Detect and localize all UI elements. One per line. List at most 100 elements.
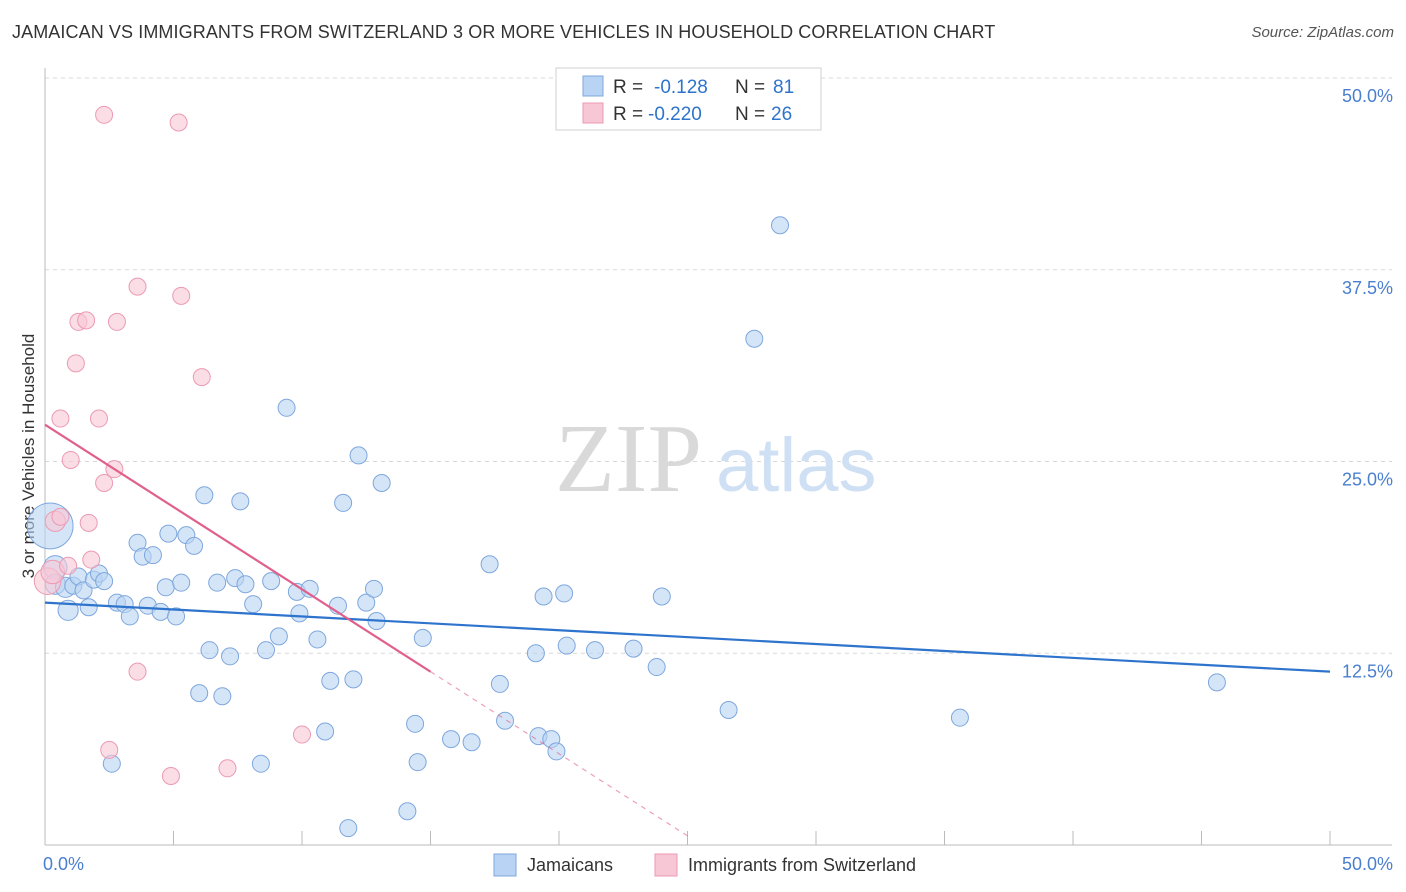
- jamaican-point-53: [357, 593, 376, 612]
- jamaican-point-74: [624, 639, 643, 658]
- series-legend-swatch-jamaicans: [493, 853, 517, 877]
- jamaican-point-32: [221, 647, 240, 666]
- series-legend: Jamaicans Immigrants from Switzerland: [493, 853, 916, 877]
- legend-r-label-1: R =: [613, 77, 643, 98]
- jamaican-point-66: [526, 644, 545, 663]
- jamaican-point-60: [413, 628, 432, 647]
- switzerland-point-21: [169, 113, 188, 132]
- switzerland-point-17: [107, 312, 126, 331]
- jamaican-point-41: [277, 398, 296, 417]
- switzerland-point-18: [128, 662, 147, 681]
- jamaican-point-11: [95, 572, 114, 591]
- jamaican-point-63: [480, 555, 499, 574]
- jamaican-point-22: [159, 524, 178, 543]
- trend-line-switzerland: [44, 423, 432, 673]
- switzerland-point-13: [95, 105, 114, 124]
- jamaican-point-15: [120, 607, 139, 626]
- source-credit: Source: ZipAtlas.com: [1251, 24, 1394, 41]
- jamaican-point-35: [236, 575, 255, 594]
- jamaican-point-19: [143, 546, 162, 565]
- series-legend-swatch-switzerland: [654, 853, 678, 877]
- switzerland-point-23: [192, 368, 211, 387]
- legend-n-value-1: 81: [773, 77, 794, 98]
- jamaican-point-56: [372, 473, 391, 492]
- jamaican-point-39: [262, 572, 281, 591]
- jamaican-point-59: [408, 753, 427, 772]
- y-tick-label-1: 25.0%: [1342, 470, 1393, 490]
- jamaican-point-36: [244, 595, 263, 614]
- jamaican-point-27: [190, 684, 209, 703]
- jamaican-point-80: [950, 708, 969, 727]
- jamaican-point-31: [213, 687, 232, 706]
- jamaican-point-37: [251, 754, 270, 773]
- switzerland-point-6: [61, 450, 80, 469]
- y-tick-label-0: 12.5%: [1342, 661, 1393, 681]
- jamaican-point-20: [151, 602, 170, 621]
- switzerland-point-12: [89, 409, 108, 428]
- switzerland-point-14: [95, 473, 114, 492]
- legend-r-label-2: R =: [613, 104, 643, 125]
- jamaican-point-68: [534, 587, 553, 606]
- legend-swatch-jamaicans: [582, 75, 604, 97]
- jamaican-point-61: [442, 730, 461, 749]
- series-immigrants-from-switzerland: [33, 105, 311, 785]
- jamaican-point-71: [555, 584, 574, 603]
- series-legend-label-switzerland: Immigrants from Switzerland: [688, 855, 916, 875]
- x-ticks: [173, 831, 1331, 845]
- legend-swatch-switzerland: [582, 102, 604, 124]
- legend-r-value-2: -0.220: [648, 104, 702, 125]
- series-legend-label-jamaicans: Jamaicans: [527, 855, 613, 875]
- jamaican-point-34: [231, 492, 250, 511]
- switzerland-point-24: [218, 759, 237, 778]
- jamaican-point-46: [316, 722, 335, 741]
- jamaican-point-72: [557, 636, 576, 655]
- switzerland-point-7: [66, 354, 85, 373]
- jamaican-point-29: [200, 641, 219, 660]
- jamaican-point-40: [269, 627, 288, 646]
- watermark-zip: ZIP: [555, 405, 702, 513]
- jamaican-point-70: [547, 742, 566, 761]
- jamaican-point-45: [308, 630, 327, 649]
- gridlines: [45, 77, 1392, 654]
- switzerland-point-4: [51, 409, 70, 428]
- y-tick-labels: 12.5% 25.0% 37.5% 50.0%: [1342, 86, 1393, 681]
- jamaican-point-43: [290, 604, 309, 623]
- jamaican-point-75: [647, 658, 666, 677]
- watermark: ZIP atlas: [555, 405, 877, 513]
- jamaican-point-47: [321, 671, 340, 690]
- chart-title: JAMAICAN VS IMMIGRANTS FROM SWITZERLAND …: [12, 22, 996, 42]
- switzerland-point-20: [161, 766, 180, 785]
- stats-legend: R = -0.128 N = 81 R = -0.220 N = 26: [555, 67, 822, 131]
- axes: [44, 68, 1392, 846]
- switzerland-point-10: [79, 513, 98, 532]
- legend-n-label-1: N =: [735, 77, 765, 98]
- jamaican-point-76: [652, 587, 671, 606]
- series-jamaicans: [26, 216, 1226, 838]
- jamaican-point-50: [339, 819, 358, 838]
- jamaican-point-78: [745, 329, 764, 348]
- x-tick-label-max: 50.0%: [1342, 854, 1393, 874]
- switzerland-point-3: [51, 507, 70, 526]
- jamaican-point-62: [462, 733, 481, 752]
- switzerland-point-25: [293, 725, 311, 744]
- switzerland-point-15: [100, 740, 119, 759]
- jamaican-point-49: [334, 493, 353, 512]
- jamaican-point-26: [185, 536, 204, 555]
- jamaican-point-8: [79, 598, 98, 617]
- jamaican-point-52: [349, 446, 368, 465]
- switzerland-point-5: [59, 556, 78, 575]
- jamaican-point-21: [156, 578, 175, 597]
- legend-r-value-1: -0.128: [654, 77, 708, 98]
- jamaican-point-28: [195, 486, 214, 505]
- jamaican-point-30: [208, 573, 227, 592]
- jamaican-point-54: [364, 579, 383, 598]
- jamaican-point-24: [172, 573, 191, 592]
- x-tick-label-min: 0.0%: [43, 854, 84, 874]
- switzerland-point-22: [172, 286, 191, 305]
- jamaican-point-77: [719, 701, 738, 720]
- jamaican-point-51: [344, 670, 363, 689]
- jamaican-point-4: [57, 599, 79, 621]
- legend-n-label-2: N =: [735, 104, 765, 125]
- watermark-atlas: atlas: [716, 423, 877, 508]
